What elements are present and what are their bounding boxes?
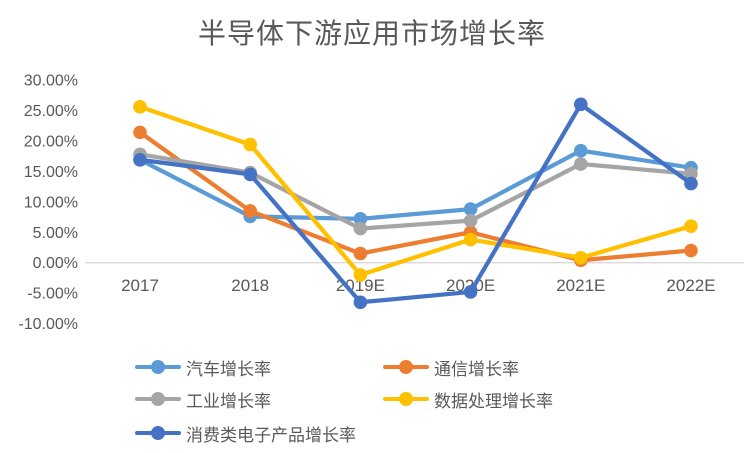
series-line-通信增长率 <box>137 130 694 263</box>
legend-line-dot-marker <box>383 360 429 374</box>
x-axis-category-label: 2018 <box>231 276 269 295</box>
series-line-数据处理增长率 <box>137 104 694 278</box>
x-axis-category-label: 2017 <box>121 276 159 295</box>
data-point-marker <box>243 167 257 182</box>
y-axis-tick-label: 0.00% <box>33 255 78 272</box>
y-axis-tick-label: 15.00% <box>24 164 78 181</box>
legend-line-dot-marker <box>135 392 181 406</box>
data-point-marker <box>463 232 478 247</box>
legend-label: 通信增长率 <box>434 359 519 379</box>
data-point-marker <box>353 212 368 226</box>
data-point-marker <box>133 125 147 140</box>
y-axis-tick-label: 5.00% <box>33 225 78 242</box>
legend-item-consumer-electronics: 消费类电子产品增长率 <box>135 421 356 445</box>
data-point-marker <box>463 213 478 228</box>
legend-item-auto: 汽车增长率 <box>135 355 271 379</box>
y-axis-tick-label: -5.00% <box>27 286 78 303</box>
data-point-marker <box>353 295 368 310</box>
y-axis-tick-label: 20.00% <box>24 133 78 150</box>
y-axis-tick-label: -10.00% <box>18 316 78 333</box>
legend-line-dot-marker <box>135 426 181 440</box>
legend-dot-icon <box>151 392 165 406</box>
legend-label: 数据处理增长率 <box>434 391 553 411</box>
x-axis-category-label: 2022E <box>666 276 715 295</box>
data-point-marker <box>353 221 368 236</box>
legend-label: 工业增长率 <box>186 391 271 411</box>
legend-item-industrial: 工业增长率 <box>135 387 271 411</box>
legend-dot-icon <box>399 392 413 406</box>
data-point-marker <box>133 99 147 114</box>
y-axis-tick-label: 25.00% <box>24 103 78 120</box>
data-point-marker <box>574 157 588 171</box>
legend-dot-icon <box>151 360 165 374</box>
data-point-marker <box>574 97 588 112</box>
series-line-消费类电子产品增长率 <box>137 102 694 305</box>
data-point-marker <box>684 166 698 181</box>
legend-item-communications: 通信增长率 <box>383 355 519 379</box>
legend-line-dot-marker <box>135 360 181 374</box>
data-point-marker <box>684 176 698 191</box>
data-point-marker <box>243 137 257 152</box>
legend-dot-icon <box>399 360 413 374</box>
data-point-marker <box>463 202 478 216</box>
data-point-marker <box>574 143 588 158</box>
legend-line-dot-marker <box>383 392 429 406</box>
data-point-marker <box>684 219 698 233</box>
chart-title: 半导体下游应用市场增长率 <box>197 18 546 49</box>
data-point-marker <box>684 243 698 258</box>
x-axis-category-label: 2021E <box>556 276 605 295</box>
data-point-marker <box>353 268 368 282</box>
data-point-marker <box>243 204 257 218</box>
series-line-工业增长率 <box>137 152 694 231</box>
legend-dot-icon <box>151 426 165 440</box>
legend-label: 汽车增长率 <box>186 359 271 379</box>
y-axis-tick-label: 30.00% <box>24 73 78 90</box>
data-point-marker <box>463 285 478 299</box>
data-point-marker <box>353 246 368 261</box>
y-axis-tick-label: 10.00% <box>24 194 78 211</box>
data-point-marker <box>133 152 147 167</box>
data-point-marker <box>574 251 588 265</box>
legend-label: 消费类电子产品增长率 <box>186 425 356 445</box>
legend-item-data-processing: 数据处理增长率 <box>383 387 553 411</box>
series-line-汽车增长率 <box>137 148 694 221</box>
